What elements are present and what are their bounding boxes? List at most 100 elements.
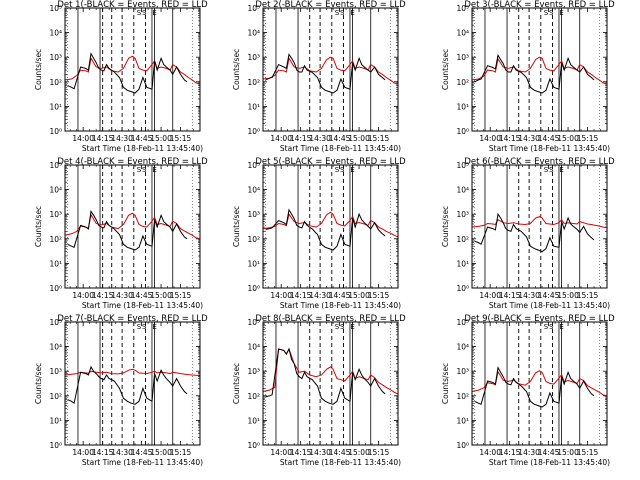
panel-5: Det 5(-BLACK = Events, RED = LLD 10⁰ 10¹ 10… [232,157,406,310]
y-tick-label: 10³ [456,367,469,376]
x-tick-label: 14:45 [329,134,351,143]
y-tick-label: 10² [247,235,260,244]
panel-title: Det 3(-BLACK = Events, RED = LLD [464,0,615,10]
x-tick-label: 14:30 [518,134,540,143]
panel-4: Det 4(-BLACK = Events, RED = LLD 10⁰ 10¹ 10… [34,157,208,310]
panel-title: Det 1(-BLACK = Events, RED = LLD [57,0,208,10]
panel-title: Det 5(-BLACK = Events, RED = LLD [255,157,406,167]
y-tick-label: 10¹ [49,416,62,425]
x-tick-label: 14:30 [309,448,331,457]
y-axis-label: Counts/sec [441,206,450,247]
y-tick-label: 10² [247,78,260,87]
marker-label: E [350,323,354,331]
x-tick-label: 14:30 [111,134,133,143]
marker-label: S [137,166,142,174]
x-tick-label: 14:15 [499,291,521,300]
plot-frame [262,321,399,446]
y-tick-label: 10⁴ [247,343,260,352]
y-axis-label: Counts/sec [441,363,450,404]
panel-6: Det 6(-BLACK = Events, RED = LLD 10⁰ 10¹ 10… [441,157,615,310]
y-tick-label: 10⁵ [456,318,469,327]
y-tick-label: 10¹ [49,259,62,268]
panel-1: Det 1(-BLACK = Events, RED = LLD 10⁰ 10¹ 10… [34,0,208,153]
y-tick-label: 10⁵ [49,161,62,170]
y-tick-label: 10⁵ [49,4,62,13]
y-tick-label: 10² [247,392,260,401]
y-tick-label: 10⁴ [247,29,260,38]
y-tick-label: 10⁰ [456,284,469,293]
marker-label: E [559,166,563,174]
y-axis-label: Counts/sec [232,49,241,90]
marker-label: E [559,9,563,17]
marker-label: E [559,323,563,331]
marker-label: S [544,166,549,174]
marker-label: S [340,9,345,17]
y-tick-label: 10⁴ [49,29,62,38]
x-tick-label: 14:00 [479,134,501,143]
marker-label: S [549,323,554,331]
marker-label: S [544,9,549,17]
marker-label: S [142,323,147,331]
x-tick-label: 14:45 [131,291,153,300]
y-tick-label: 10⁰ [49,127,62,136]
y-tick-label: 10¹ [49,102,62,111]
events-series-line [474,366,595,408]
marker-label: E [152,166,156,174]
x-tick-label: 14:45 [538,134,560,143]
x-axis-label: Start Time (18-Feb-11 13:45:40) [280,458,401,467]
plot-frame [262,164,399,289]
marker-label: S [335,166,340,174]
events-series-line [67,210,188,251]
y-tick-label: 10² [456,235,469,244]
x-tick-label: 15:00 [348,291,370,300]
x-axis-label: Start Time (18-Feb-11 13:45:40) [489,458,610,467]
panel-title: Det 7(-BLACK = Events, RED = LLD [57,314,208,324]
y-tick-label: 10⁰ [247,441,260,450]
marker-label: S [340,323,345,331]
marker-label: S [340,166,345,174]
y-tick-label: 10² [49,392,62,401]
x-tick-label: 14:30 [111,291,133,300]
x-tick-label: 14:00 [270,291,292,300]
y-tick-label: 10⁴ [456,343,469,352]
marker-label: S [549,166,554,174]
y-tick-label: 10¹ [456,416,469,425]
y-tick-label: 10⁴ [49,186,62,195]
y-tick-label: 10² [49,235,62,244]
plot-frame [64,164,201,289]
x-tick-label: 14:45 [329,448,351,457]
x-tick-label: 15:15 [577,291,599,300]
y-tick-label: 10⁵ [456,4,469,13]
x-axis-label: Start Time (18-Feb-11 13:45:40) [489,144,610,153]
y-axis-label: Counts/sec [34,49,43,90]
x-tick-label: 14:45 [329,291,351,300]
x-tick-label: 14:15 [92,134,114,143]
y-tick-label: 10⁰ [247,284,260,293]
x-tick-label: 15:15 [577,448,599,457]
lld-series-line [262,211,399,238]
marker-label: S [335,323,340,331]
y-tick-label: 10³ [247,53,260,62]
x-tick-label: 15:15 [368,291,390,300]
y-tick-label: 10² [456,392,469,401]
x-tick-label: 14:45 [131,448,153,457]
x-tick-label: 15:15 [170,134,192,143]
x-tick-label: 15:00 [557,291,579,300]
y-tick-label: 10⁵ [247,318,260,327]
marker-label: S [137,9,142,17]
y-tick-label: 10³ [49,210,62,219]
panel-8: Det 8(-BLACK = Events, RED = LLD 10⁰ 10¹ 10… [232,314,406,467]
y-tick-label: 10³ [49,367,62,376]
lld-series-line [64,212,201,240]
plot-frame [471,164,608,289]
panel-2: Det 2(-BLACK = Events, RED = LLD 10⁰ 10¹ 10… [232,0,406,153]
y-tick-label: 10³ [456,53,469,62]
y-axis-label: Counts/sec [34,206,43,247]
y-tick-label: 10⁴ [456,29,469,38]
y-tick-label: 10⁰ [49,284,62,293]
lld-series-line [471,370,608,397]
plot-frame [64,7,201,132]
x-axis-label: Start Time (18-Feb-11 13:45:40) [82,144,203,153]
marker-label: S [142,166,147,174]
y-tick-label: 10⁵ [456,161,469,170]
